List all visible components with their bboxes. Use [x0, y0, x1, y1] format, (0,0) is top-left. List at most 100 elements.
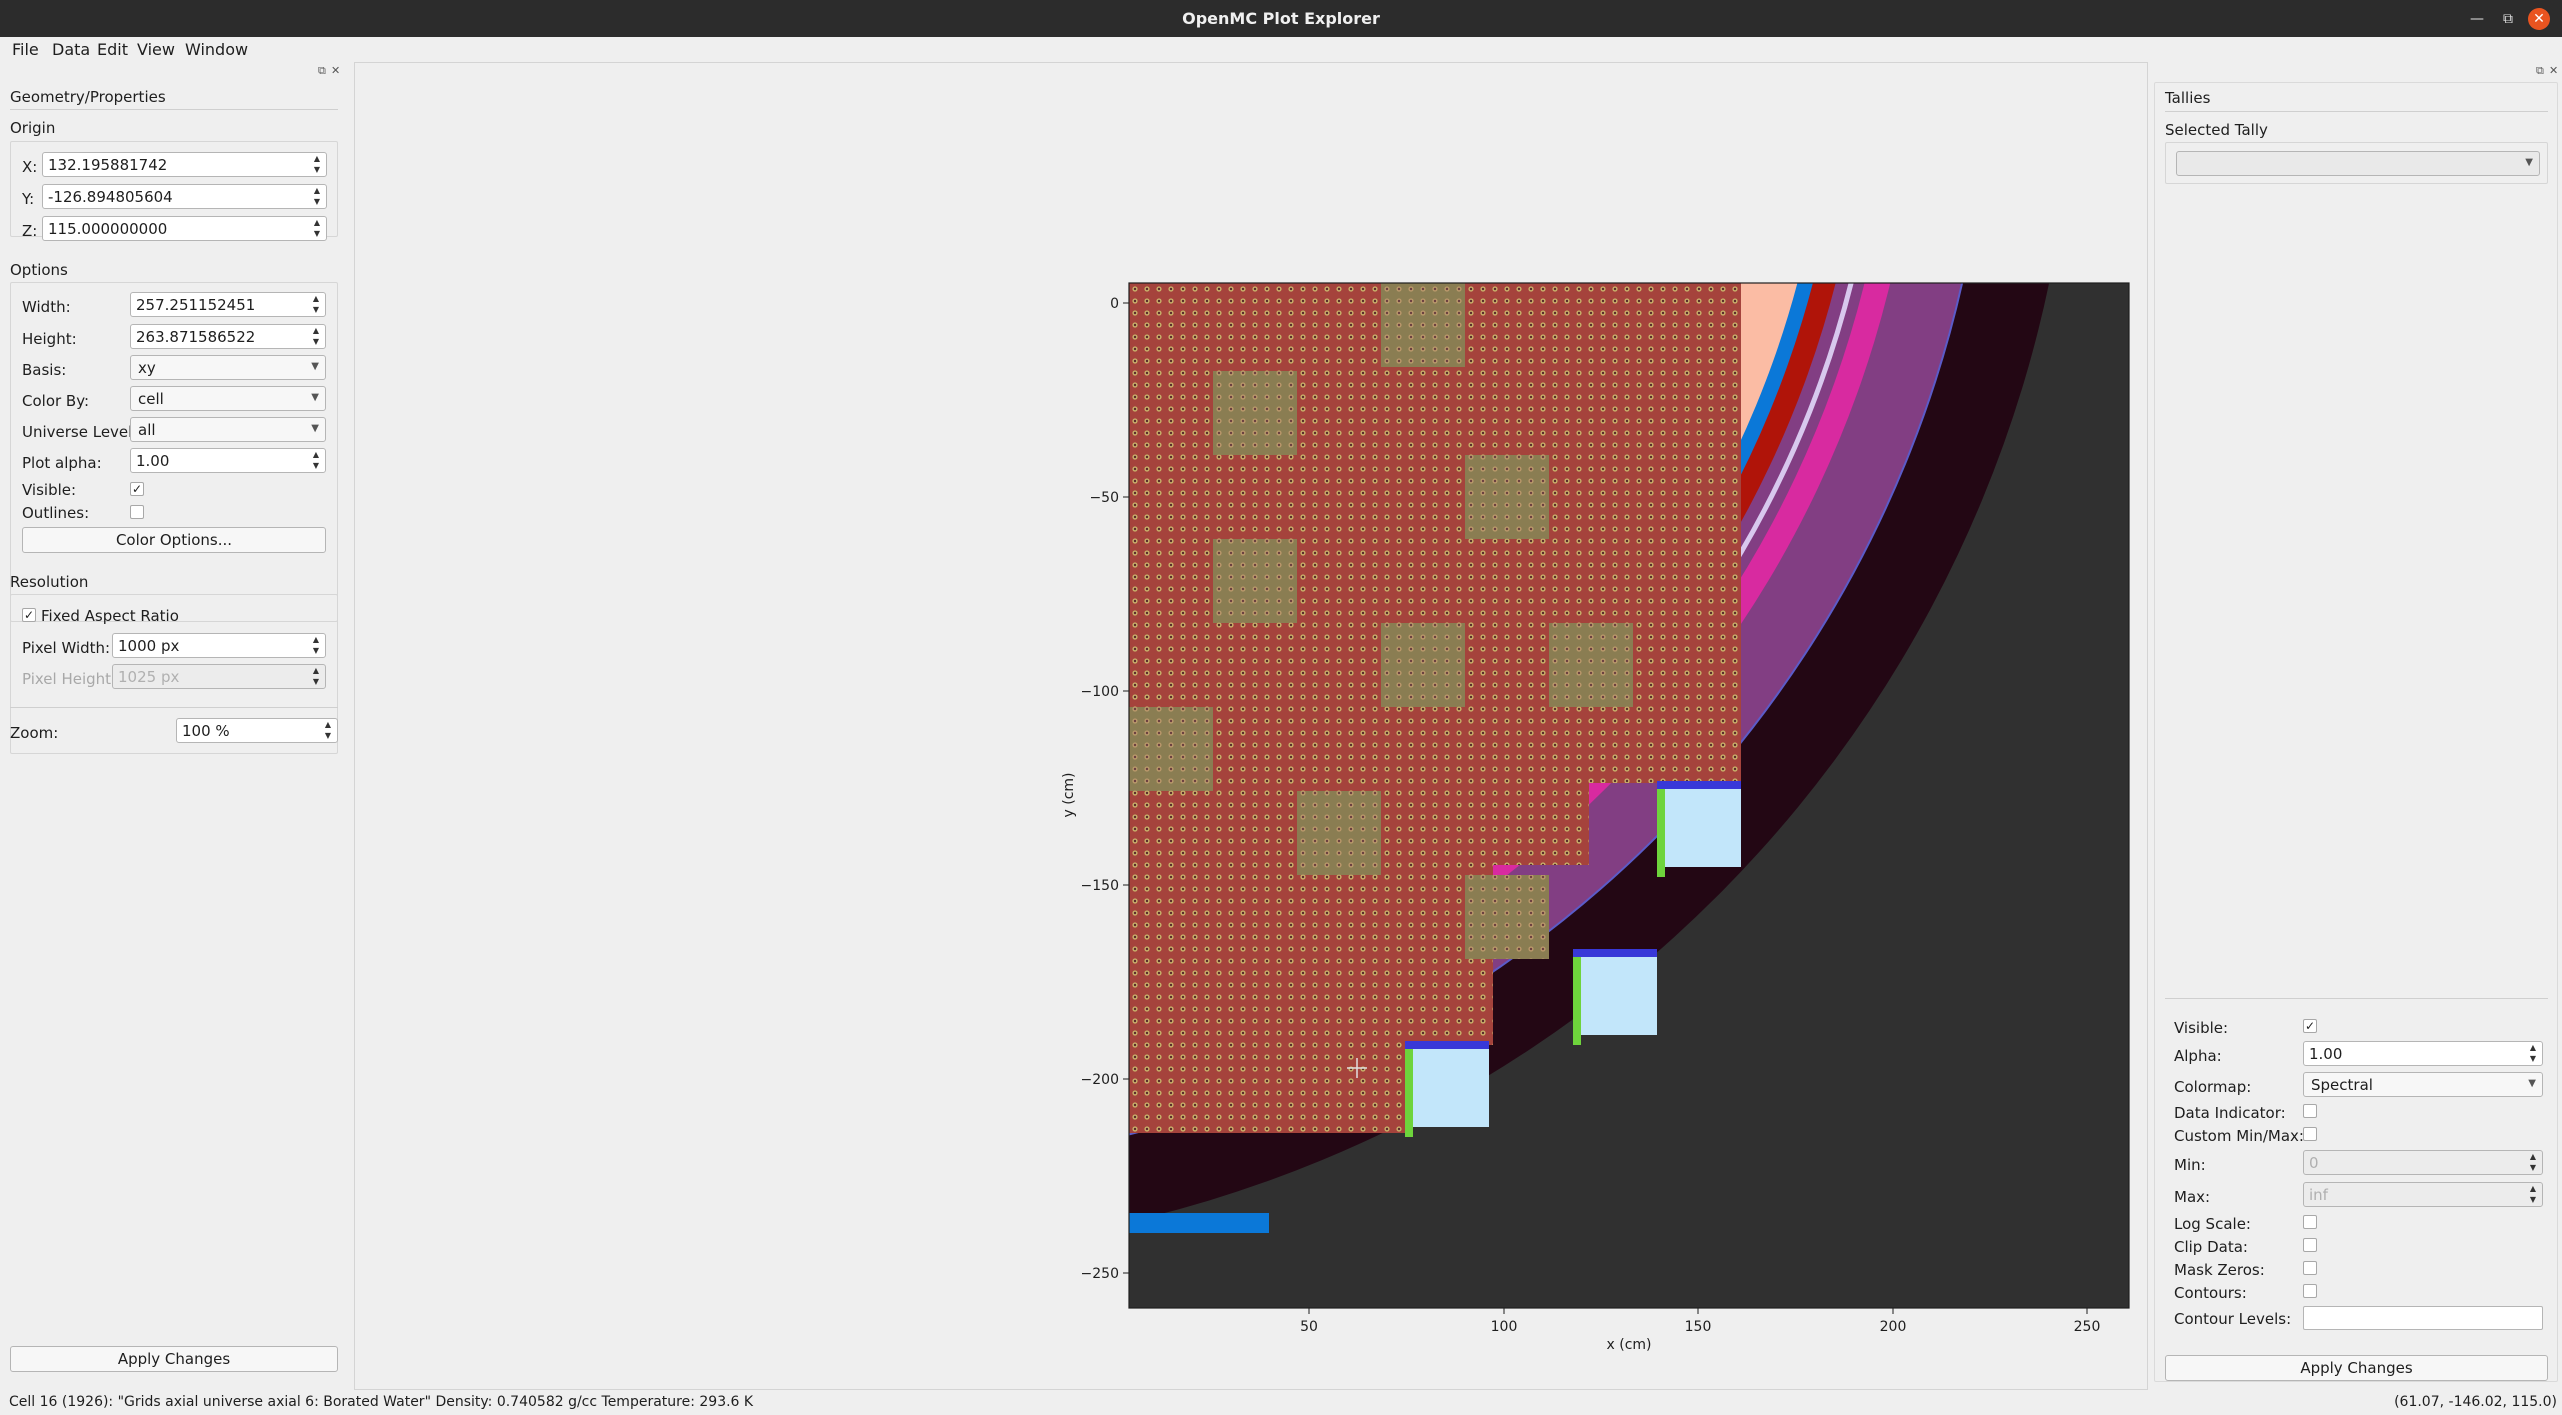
universe-level-select[interactable]: all ▼ — [130, 417, 326, 442]
fixed-aspect-checkbox[interactable]: ✓ — [22, 608, 36, 622]
visible-checkbox[interactable]: ✓ — [130, 482, 144, 496]
geometry-plot[interactable]: 0 −50 −100 −150 −200 −250 y (cm) 50 100 … — [1055, 263, 2155, 1363]
tally-alpha-label: Alpha: — [2174, 1047, 2222, 1065]
custom-minmax-checkbox[interactable] — [2303, 1127, 2317, 1141]
menu-window[interactable]: Window — [185, 40, 249, 59]
origin-x-input[interactable]: 132.195881742 ▲ ▼ — [42, 152, 327, 177]
core-assemblies-edge — [1129, 1045, 1409, 1133]
minimize-icon[interactable]: — — [2470, 11, 2484, 27]
spin-arrows-icon[interactable]: ▲ ▼ — [324, 720, 332, 740]
x-tick-label: 150 — [1685, 1319, 1712, 1335]
spin-arrows-icon[interactable]: ▲ ▼ — [2529, 1043, 2537, 1063]
water-box — [1409, 1045, 1489, 1127]
selected-tally-group — [2165, 142, 2548, 184]
status-cell-info: Cell 16 (1926): "Grids axial universe ax… — [9, 1394, 754, 1410]
fixed-aspect-label: Fixed Aspect Ratio — [41, 607, 179, 625]
menu-file[interactable]: File — [12, 40, 39, 59]
mask-zeros-checkbox[interactable] — [2303, 1261, 2317, 1275]
origin-header: Origin — [10, 119, 56, 137]
plot-frame — [1128, 282, 2130, 1309]
close-icon[interactable]: ✕ — [2528, 8, 2550, 30]
outlines-checkbox[interactable] — [130, 505, 144, 519]
width-input[interactable]: 257.251152451 ▲ ▼ — [130, 292, 326, 317]
chevron-down-icon: ▼ — [311, 392, 319, 403]
clip-data-label: Clip Data: — [2174, 1238, 2248, 1256]
spin-arrows-icon[interactable]: ▲ ▼ — [313, 218, 321, 238]
data-indicator-checkbox[interactable] — [2303, 1104, 2317, 1118]
color-options-button[interactable]: Color Options... — [22, 527, 326, 553]
divider — [2165, 998, 2548, 999]
tally-visible-label: Visible: — [2174, 1019, 2229, 1037]
custom-minmax-label: Custom Min/Max: — [2174, 1127, 2304, 1145]
tallies-title: Tallies — [2165, 89, 2211, 107]
apply-changes-button[interactable]: Apply Changes — [10, 1346, 338, 1372]
plot-alpha-input[interactable]: 1.00 ▲ ▼ — [130, 448, 326, 473]
menu-view[interactable]: View — [137, 40, 175, 59]
y-axis: 0 −50 −100 −150 −200 −250 y (cm) — [1061, 296, 1129, 1282]
geometry-properties-dock: ⧉ ✕ Geometry/Properties Origin X: 132.19… — [0, 62, 344, 1390]
resolution-group — [10, 594, 338, 754]
float-icon[interactable]: ⧉ — [318, 64, 326, 77]
panel-title: Geometry/Properties — [10, 88, 166, 106]
plot-alpha-label: Plot alpha: — [22, 454, 102, 472]
spin-arrows-icon[interactable]: ▲ ▼ — [313, 154, 321, 174]
spin-arrows-icon[interactable]: ▲ ▼ — [313, 186, 321, 206]
x-axis-label: x (cm) — [1607, 1337, 1652, 1353]
y-label: Y: — [22, 190, 35, 208]
spin-arrows-icon[interactable]: ▲ ▼ — [312, 326, 320, 346]
float-icon[interactable]: ⧉ — [2536, 64, 2544, 77]
zoom-input[interactable]: 100 % ▲ ▼ — [176, 718, 338, 743]
x-tick-label: 200 — [1880, 1319, 1907, 1335]
y-tick-label: −250 — [1081, 1266, 1119, 1282]
origin-y-input[interactable]: -126.894805604 ▲ ▼ — [42, 184, 327, 209]
spin-arrows-icon[interactable]: ▲ ▼ — [312, 635, 320, 655]
plot-canvas-area: 0 −50 −100 −150 −200 −250 y (cm) 50 100 … — [354, 62, 2148, 1390]
basis-select[interactable]: xy ▼ — [130, 355, 326, 380]
tallies-frame — [2154, 82, 2558, 1382]
menu-data[interactable]: Data — [52, 40, 91, 59]
contours-checkbox[interactable] — [2303, 1284, 2317, 1298]
color-by-label: Color By: — [22, 392, 90, 410]
visible-label: Visible: — [22, 481, 77, 499]
pixel-width-label: Pixel Width: — [22, 639, 111, 657]
spin-arrows-icon: ▲ ▼ — [2529, 1152, 2537, 1172]
tally-apply-changes-button[interactable]: Apply Changes — [2165, 1355, 2548, 1381]
min-label: Min: — [2174, 1156, 2206, 1174]
spin-arrows-icon: ▲ ▼ — [2529, 1184, 2537, 1204]
y-tick-label: −200 — [1081, 1072, 1119, 1088]
options-header: Options — [10, 261, 68, 279]
origin-z-input[interactable]: 115.000000000 ▲ ▼ — [42, 216, 327, 241]
selected-tally-select[interactable]: ▼ — [2176, 151, 2540, 176]
menu-edit[interactable]: Edit — [97, 40, 128, 59]
x-tick-label: 250 — [2074, 1319, 2101, 1335]
colormap-select[interactable]: Spectral ▼ — [2303, 1072, 2543, 1097]
contour-levels-input[interactable] — [2303, 1306, 2543, 1330]
zoom-label: Zoom: — [10, 724, 59, 742]
mask-zeros-label: Mask Zeros: — [2174, 1261, 2265, 1279]
spin-arrows-icon[interactable]: ▲ ▼ — [312, 450, 320, 470]
dock-close-icon[interactable]: ✕ — [2549, 64, 2559, 77]
dock-close-icon[interactable]: ✕ — [331, 64, 341, 77]
y-axis-label: y (cm) — [1061, 773, 1077, 818]
contour-levels-label: Contour Levels: — [2174, 1310, 2292, 1328]
height-input[interactable]: 263.871586522 ▲ ▼ — [130, 324, 326, 349]
spin-arrows-icon[interactable]: ▲ ▼ — [312, 294, 320, 314]
x-axis: 50 100 150 200 250 x (cm) — [1300, 1308, 2100, 1353]
chevron-down-icon: ▼ — [2528, 1078, 2536, 1089]
maximize-icon[interactable]: ⧉ — [2503, 11, 2513, 27]
clip-data-checkbox[interactable] — [2303, 1238, 2317, 1252]
chevron-down-icon: ▼ — [311, 361, 319, 372]
color-by-select[interactable]: cell ▼ — [130, 386, 326, 411]
y-tick-label: 0 — [1110, 296, 1119, 312]
tally-alpha-input[interactable]: 1.00 ▲ ▼ — [2303, 1041, 2543, 1066]
log-scale-checkbox[interactable] — [2303, 1215, 2317, 1229]
status-coordinates: (61.07, -146.02, 115.0) — [2394, 1394, 2557, 1410]
x-tick-label: 100 — [1491, 1319, 1518, 1335]
tally-visible-checkbox[interactable]: ✓ — [2303, 1019, 2317, 1033]
pixel-width-input[interactable]: 1000 px ▲ ▼ — [112, 633, 326, 658]
divider — [2165, 111, 2548, 112]
max-label: Max: — [2174, 1188, 2211, 1206]
core-assemblies-bottom — [1129, 865, 1493, 1045]
x-label: X: — [22, 158, 38, 176]
chevron-down-icon: ▼ — [2525, 157, 2533, 168]
